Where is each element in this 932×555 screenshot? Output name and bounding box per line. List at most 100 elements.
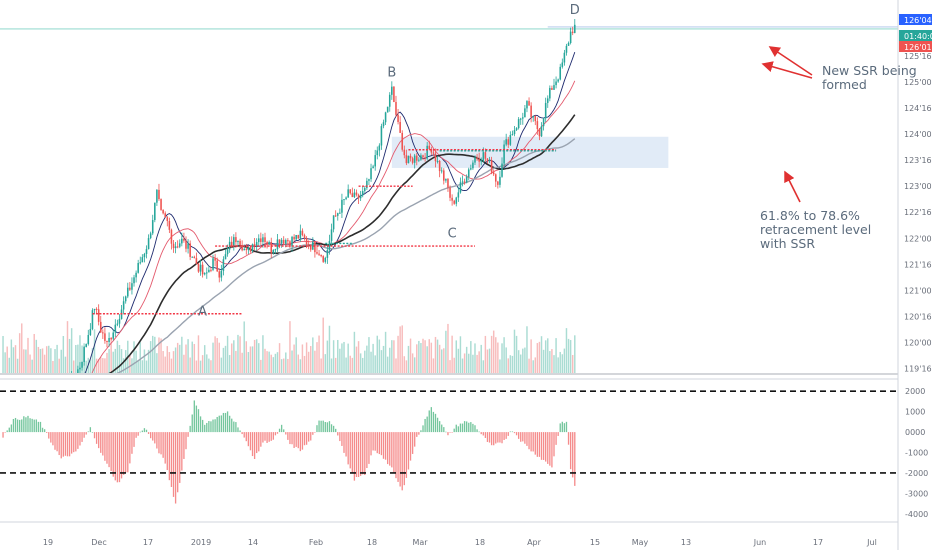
oscillator-bar — [538, 432, 541, 457]
oscillator-bar — [79, 432, 81, 446]
volume-bar — [249, 346, 252, 373]
volume-bar — [532, 360, 534, 373]
volume-bar — [511, 355, 514, 373]
oscillator-bar — [106, 432, 108, 464]
volume-bar — [203, 345, 206, 373]
oscillator-bar — [505, 432, 507, 439]
oscillator-bar — [14, 417, 17, 433]
oscillator-bar — [19, 419, 21, 433]
candle-body — [116, 323, 119, 325]
volume-bar — [326, 340, 329, 373]
volume-bar — [129, 355, 131, 373]
volume-bar — [231, 343, 233, 373]
volume-bar — [137, 360, 139, 373]
candle-body — [330, 229, 333, 241]
oscillator-bar — [459, 423, 462, 433]
oscillator-bar — [318, 420, 320, 433]
candle-body — [391, 86, 393, 95]
candle-body — [218, 271, 221, 278]
pane-dividers — [0, 0, 899, 550]
volume-bar — [515, 335, 518, 373]
volume-bar — [139, 342, 141, 373]
volume-bar — [270, 354, 272, 373]
volume-bar — [526, 326, 528, 373]
time-tick-label: Jun — [753, 538, 767, 547]
oscillator-bar — [64, 432, 67, 456]
candle-body — [205, 272, 208, 274]
volume-bar — [559, 351, 561, 373]
candle-body — [357, 194, 360, 199]
candle-body — [457, 192, 460, 198]
price-axis[interactable]: 125'16'0 125'00'0 124'16'0 124'00'0 123'16'0… — [904, 52, 932, 373]
candle-body — [15, 395, 17, 400]
volume-bar — [434, 336, 437, 373]
oscillator-bar — [39, 421, 42, 433]
oscillator-bar — [33, 419, 35, 433]
volume-bar — [490, 335, 493, 373]
volume-bar — [355, 346, 358, 373]
oscillator-bar — [372, 432, 374, 451]
oscillator-bar — [357, 432, 360, 478]
volume-bar — [474, 343, 476, 373]
volume-bar — [191, 341, 193, 373]
volume-bar — [258, 343, 260, 373]
oscillator-bar — [125, 432, 127, 473]
volume-bar — [549, 351, 551, 373]
volume-bar — [18, 333, 21, 373]
volume-bar — [45, 346, 48, 373]
volume-bar — [563, 348, 566, 373]
candle-body — [297, 234, 300, 239]
candle-body — [393, 86, 395, 103]
volume-bar — [35, 339, 38, 373]
oscillator-bar — [235, 422, 237, 433]
candle-body — [203, 273, 206, 275]
oscillator-bar — [387, 432, 389, 465]
oscillator-bar — [532, 432, 534, 452]
oscillator-bar — [482, 432, 484, 436]
candle-body — [299, 230, 302, 239]
oscillator-bar — [378, 432, 381, 455]
oscillator-bar — [154, 432, 156, 444]
volume-bar — [64, 356, 67, 373]
oscillator-bar — [216, 416, 218, 433]
candle-body — [386, 106, 389, 113]
candle-body — [534, 116, 537, 122]
countdown-tag: 01:40:02 — [904, 32, 932, 41]
candle-body — [143, 253, 146, 258]
oscillator-bar — [152, 432, 154, 441]
volume-bar — [110, 337, 112, 373]
time-tick-label: 17 — [813, 538, 823, 547]
last-close-tag-bg — [899, 41, 932, 52]
oscillator-bar — [293, 432, 295, 448]
oscillator-axis[interactable]: 2000 1000 0000 -1000 -2000 -3000 -4000 — [905, 387, 928, 519]
candle-body — [93, 308, 96, 311]
oscillator-bar — [114, 432, 116, 481]
oscillator-bar — [141, 430, 144, 433]
candle-body — [106, 340, 108, 343]
oscillator-bar — [555, 432, 557, 445]
oscillator-bar — [253, 432, 256, 460]
oscillator-bar — [66, 432, 69, 457]
volume-bar — [289, 321, 291, 373]
oscillator-bar — [466, 421, 468, 433]
oscillator-bar — [68, 432, 71, 457]
volume-bar — [95, 358, 98, 373]
candle-body — [251, 244, 254, 252]
oscillator-bar — [280, 424, 283, 433]
last-high-tag-bg — [899, 14, 932, 25]
oscillator-bar — [528, 432, 530, 450]
candle-body — [409, 155, 412, 159]
oscillator-bar — [499, 432, 501, 443]
time-axis[interactable]: 19 Dec 17 2019 14 Feb 18 Mar 18 Apr 15 May 13 Jun 17 Ju… — [43, 538, 877, 547]
volume-bar — [216, 338, 218, 373]
candle-body — [388, 94, 391, 107]
volume-bar — [428, 339, 430, 373]
volume-bar — [551, 349, 553, 373]
candle-body — [370, 168, 372, 180]
volume-bar — [114, 348, 117, 373]
candle-body — [328, 240, 331, 251]
candle-body — [293, 236, 295, 240]
volume-bar — [465, 346, 468, 373]
